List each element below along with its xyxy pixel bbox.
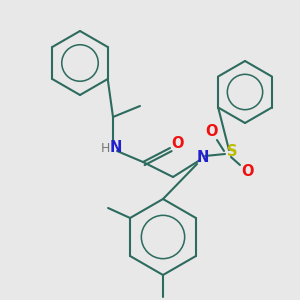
Text: S: S (227, 145, 237, 160)
Text: O: O (205, 124, 217, 140)
Text: N: N (110, 140, 122, 155)
Text: O: O (242, 164, 254, 179)
Text: H: H (100, 142, 110, 155)
Text: N: N (197, 149, 209, 164)
Text: O: O (172, 136, 184, 152)
